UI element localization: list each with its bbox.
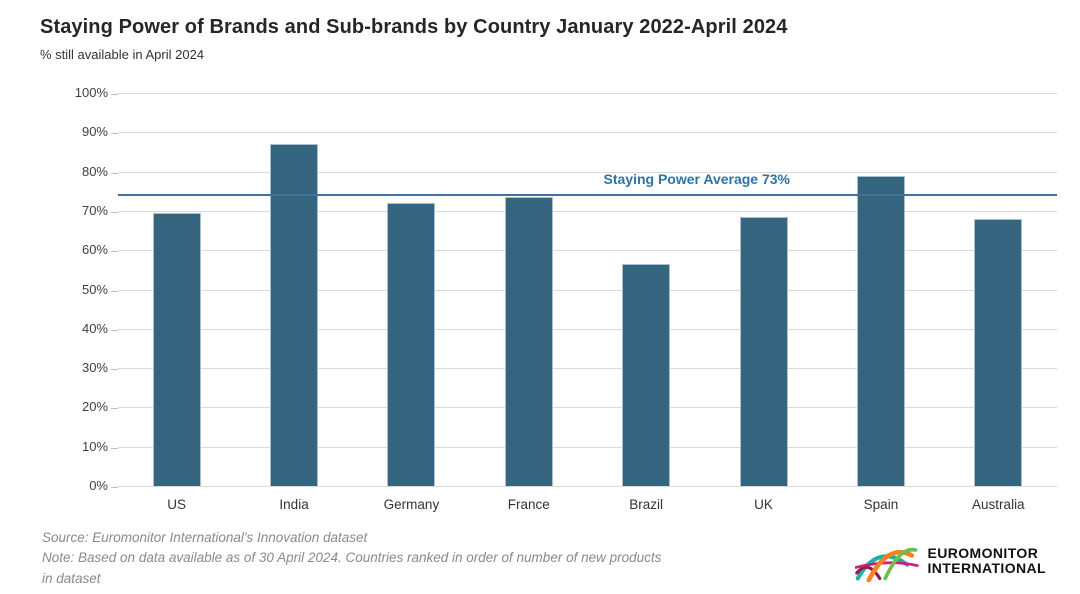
gridline bbox=[111, 486, 1057, 488]
y-tick-label: 0% bbox=[89, 478, 108, 493]
x-tick-label: US bbox=[167, 497, 187, 512]
gridline bbox=[111, 171, 1057, 174]
footer-notes: Source: Euromonitor International's Inno… bbox=[42, 528, 661, 589]
euromonitor-logo: EUROMONITOR INTERNATIONAL bbox=[854, 540, 1047, 582]
bar-slot bbox=[353, 93, 470, 486]
bar-series bbox=[118, 93, 1057, 486]
source-text: Source: Euromonitor International's Inno… bbox=[42, 530, 368, 545]
average-line-label: Staying Power Average 73% bbox=[603, 171, 790, 188]
y-tick-label: 10% bbox=[81, 438, 108, 454]
bar-uk bbox=[739, 216, 788, 486]
gridline bbox=[111, 328, 1057, 331]
y-tick-label: 20% bbox=[81, 399, 108, 415]
gridline bbox=[111, 250, 1057, 253]
bar-slot bbox=[705, 93, 822, 486]
bar-france bbox=[504, 197, 553, 486]
gridline bbox=[111, 132, 1057, 135]
gridline bbox=[111, 368, 1057, 371]
y-axis-tick bbox=[111, 133, 118, 135]
gridline bbox=[111, 210, 1057, 213]
euromonitor-logo-text: EUROMONITOR INTERNATIONAL bbox=[927, 544, 1047, 577]
y-axis-tick bbox=[111, 251, 118, 253]
gridline bbox=[111, 407, 1057, 410]
bar-slot bbox=[470, 93, 587, 486]
y-axis-tick bbox=[111, 172, 118, 174]
gridline bbox=[111, 289, 1057, 292]
y-axis-tick bbox=[111, 329, 118, 331]
y-axis-tick bbox=[111, 94, 118, 95]
y-axis-tick bbox=[111, 408, 118, 410]
x-tick-label: Germany bbox=[383, 497, 440, 512]
chart-title: Staying Power of Brands and Sub-brands b… bbox=[40, 16, 788, 38]
bar-germany bbox=[387, 203, 436, 486]
x-tick-label: France bbox=[507, 497, 550, 512]
plot-area: Staying Power Average 73% bbox=[111, 93, 1057, 488]
y-tick-label: 30% bbox=[81, 360, 108, 376]
x-tick-label: Australia bbox=[972, 497, 1025, 512]
bar-slot bbox=[118, 93, 235, 486]
y-axis-tick bbox=[111, 290, 118, 292]
y-tick-label: 90% bbox=[81, 124, 108, 140]
euromonitor-logo-icon bbox=[854, 547, 919, 582]
bar-india bbox=[270, 144, 319, 486]
logo-line2: INTERNATIONAL bbox=[927, 560, 1046, 576]
y-axis-tick bbox=[111, 487, 118, 488]
bar-us bbox=[152, 212, 201, 486]
x-tick-label: UK bbox=[754, 497, 773, 512]
bar-australia bbox=[974, 218, 1023, 486]
bar-slot bbox=[235, 93, 352, 486]
x-axis-labels: US India Germany France Brazil UK Spain Austral… bbox=[118, 497, 1057, 512]
logo-line1: EUROMONITOR bbox=[927, 544, 1039, 561]
bar-slot bbox=[588, 93, 705, 486]
chart-subtitle: % still available in April 2024 bbox=[40, 47, 205, 62]
x-tick-label: India bbox=[279, 497, 309, 512]
y-axis-tick bbox=[111, 369, 118, 371]
y-tick-label: 70% bbox=[81, 202, 108, 218]
gridline bbox=[111, 446, 1057, 449]
bar-spain bbox=[856, 175, 905, 486]
x-tick-label: Brazil bbox=[629, 497, 664, 512]
y-axis-tick bbox=[111, 447, 118, 449]
note-text-line2: in dataset bbox=[42, 570, 101, 586]
y-tick-label: 60% bbox=[81, 242, 108, 258]
gridline bbox=[111, 93, 1057, 95]
y-axis-tick bbox=[111, 211, 118, 213]
y-tick-label: 100% bbox=[74, 85, 108, 100]
y-tick-label: 40% bbox=[81, 320, 108, 336]
bar-slot bbox=[822, 93, 939, 486]
bar-brazil bbox=[622, 263, 671, 486]
bar-slot bbox=[940, 93, 1057, 486]
note-text-line1: Note: Based on data available as of 30 A… bbox=[42, 550, 662, 566]
y-tick-label: 50% bbox=[81, 281, 108, 297]
y-tick-label: 80% bbox=[81, 163, 108, 179]
x-tick-label: Spain bbox=[863, 497, 899, 512]
average-line bbox=[118, 194, 1057, 197]
